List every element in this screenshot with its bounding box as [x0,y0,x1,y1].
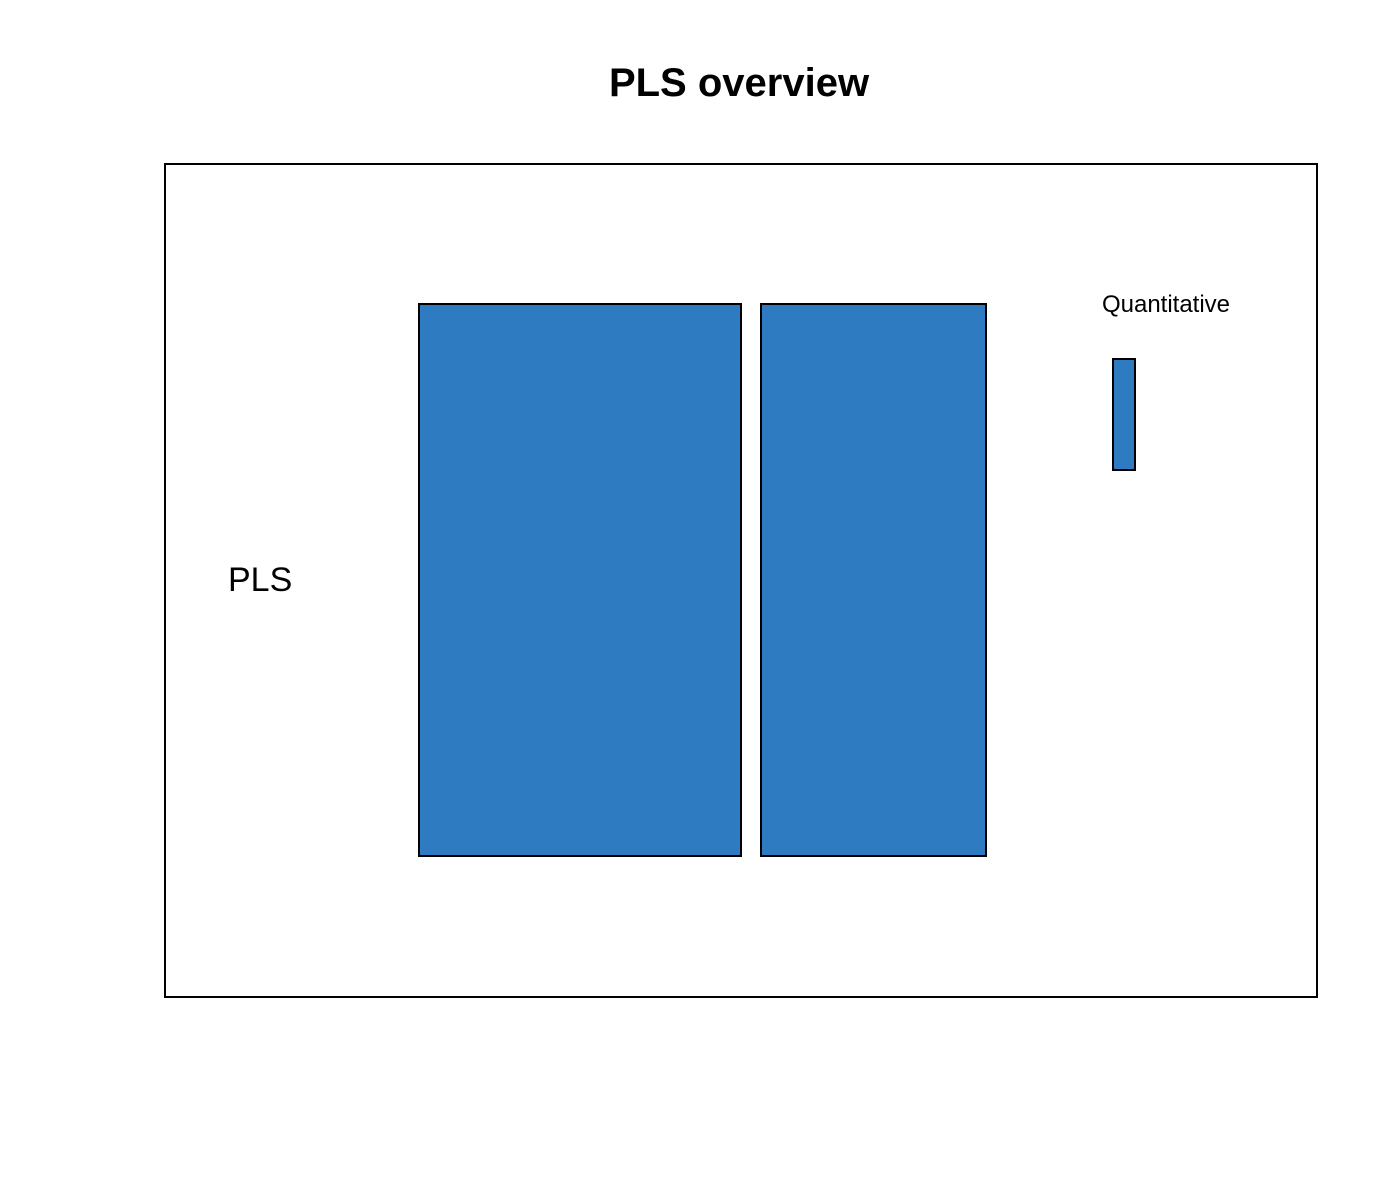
column-label-quantitative: Quantitative [1101,291,1231,318]
row-label-pls: PLS [228,561,293,599]
diagram-title: PLS overview [608,61,870,105]
pls-block-right [760,303,987,857]
pls-block-left [418,303,742,857]
quantitative-block [1112,358,1136,471]
diagram-frame [164,163,1318,998]
